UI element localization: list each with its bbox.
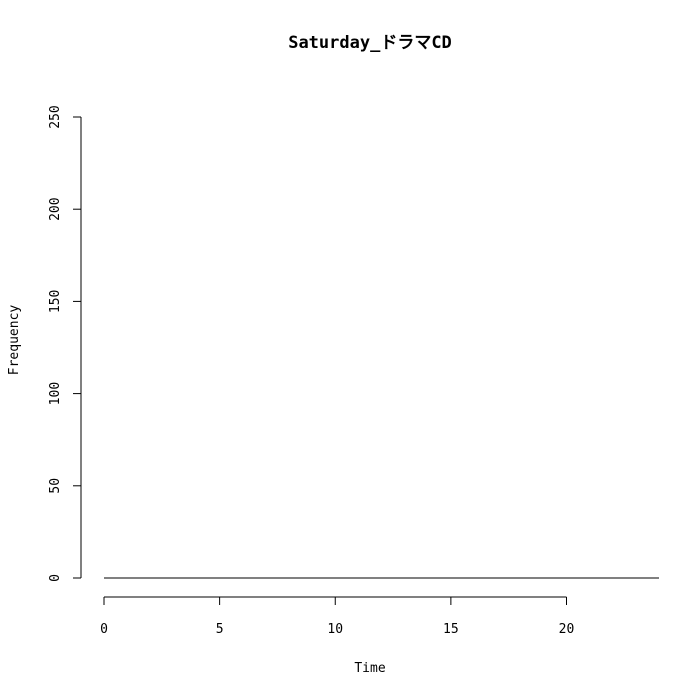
x-tick-label: 5: [216, 622, 224, 637]
y-tick-label: 200: [48, 197, 63, 220]
x-tick-label: 0: [100, 622, 108, 637]
chart-title: Saturday_ドラマCD: [288, 33, 452, 53]
y-axis: 0 50 100 150 200 250: [48, 105, 82, 582]
y-axis-label: Frequency: [7, 305, 22, 376]
y-tick-label: 150: [48, 290, 63, 313]
x-axis-label: Time: [354, 661, 385, 676]
y-tick-label: 0: [48, 574, 63, 582]
x-tick-label: 15: [443, 622, 459, 637]
y-tick-label: 50: [48, 478, 63, 494]
y-tick-label: 250: [48, 105, 63, 128]
x-tick-label: 20: [559, 622, 575, 637]
x-tick-label: 10: [327, 622, 343, 637]
y-tick-label: 100: [48, 382, 63, 405]
x-axis: 0 5 10 15 20: [100, 596, 575, 637]
